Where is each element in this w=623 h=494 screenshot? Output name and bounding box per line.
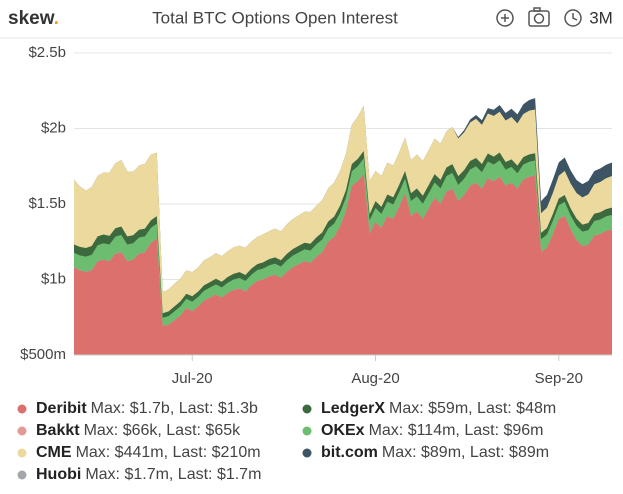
legend-swatch xyxy=(302,448,312,458)
legend-swatch xyxy=(17,404,27,414)
legend-name: bit.com xyxy=(321,444,378,461)
legend-swatch xyxy=(17,448,27,458)
legend-swatch xyxy=(17,470,27,480)
legend-summary: Max: $114m, Last: $96m xyxy=(369,422,544,439)
legend-summary: Max: $1.7m, Last: $1.7m xyxy=(85,466,261,483)
logo-name: skew xyxy=(8,8,55,29)
legend-name: LedgerX xyxy=(321,400,385,417)
legend-name: Bakkt xyxy=(36,422,80,439)
legend-item[interactable]: LedgerX Max: $59m, Last: $48m xyxy=(302,400,557,417)
chart-title: Total BTC Options Open Interest xyxy=(152,8,398,27)
y-tick-label: $2.5b xyxy=(28,44,66,61)
legend-swatch xyxy=(302,426,312,436)
legend-item[interactable]: OKEx Max: $114m, Last: $96m xyxy=(302,422,544,439)
legend-name: CME xyxy=(36,444,72,461)
camera-icon[interactable] xyxy=(528,7,550,27)
x-tick-label: Sep-20 xyxy=(535,370,583,387)
legend-label: Huobi Max: $1.7m, Last: $1.7m xyxy=(36,466,261,483)
legend-label: Deribit Max: $1.7b, Last: $1.3b xyxy=(36,400,258,417)
range-button[interactable]: 3M xyxy=(589,8,613,27)
legend-swatch xyxy=(17,426,27,436)
legend-summary: Max: $441m, Last: $210m xyxy=(76,444,261,461)
area xyxy=(74,173,612,355)
legend-label: bit.com Max: $89m, Last: $89m xyxy=(321,444,549,461)
legend-summary: Max: $89m, Last: $89m xyxy=(382,444,549,461)
legend-name: OKEx xyxy=(321,422,365,439)
legend-item[interactable]: bit.com Max: $89m, Last: $89m xyxy=(302,444,550,461)
x-tick-label: Jul-20 xyxy=(172,370,213,387)
legend-label: LedgerX Max: $59m, Last: $48m xyxy=(321,400,556,417)
logo-dot: . xyxy=(54,8,59,29)
plot: $500m $1b $1.5b $2b $2.5b Jul-20 Aug-20 Sep-20 xyxy=(20,44,612,387)
y-tick-label: $1.5b xyxy=(28,195,66,212)
legend-label: Bakkt Max: $66k, Last: $65k xyxy=(36,422,241,439)
legend-item[interactable]: Bakkt Max: $66k, Last: $65k xyxy=(17,422,242,439)
legend-label: OKEx Max: $114m, Last: $96m xyxy=(321,422,543,439)
legend-summary: Max: $59m, Last: $48m xyxy=(389,400,556,417)
y-tick-label: $1b xyxy=(41,270,66,287)
legend-name: Deribit xyxy=(36,400,87,417)
legend-name: Huobi xyxy=(36,466,81,483)
history-icon[interactable] xyxy=(564,9,582,27)
legend-summary: Max: $66k, Last: $65k xyxy=(84,422,242,439)
areas xyxy=(74,98,612,356)
legend-item[interactable]: CME Max: $441m, Last: $210m xyxy=(17,444,261,461)
y-tick-label: $2b xyxy=(41,119,66,136)
legend-item[interactable]: Deribit Max: $1.7b, Last: $1.3b xyxy=(17,400,258,417)
logo: skew. xyxy=(8,8,59,29)
y-tick-label: $500m xyxy=(20,346,66,363)
legend-item[interactable]: Huobi Max: $1.7m, Last: $1.7m xyxy=(17,466,262,483)
legend-swatch xyxy=(302,404,312,414)
add-icon[interactable] xyxy=(496,9,514,27)
legend-summary: Max: $1.7b, Last: $1.3b xyxy=(91,400,258,417)
x-tick-label: Aug-20 xyxy=(351,370,399,387)
legend-label: CME Max: $441m, Last: $210m xyxy=(36,444,261,461)
